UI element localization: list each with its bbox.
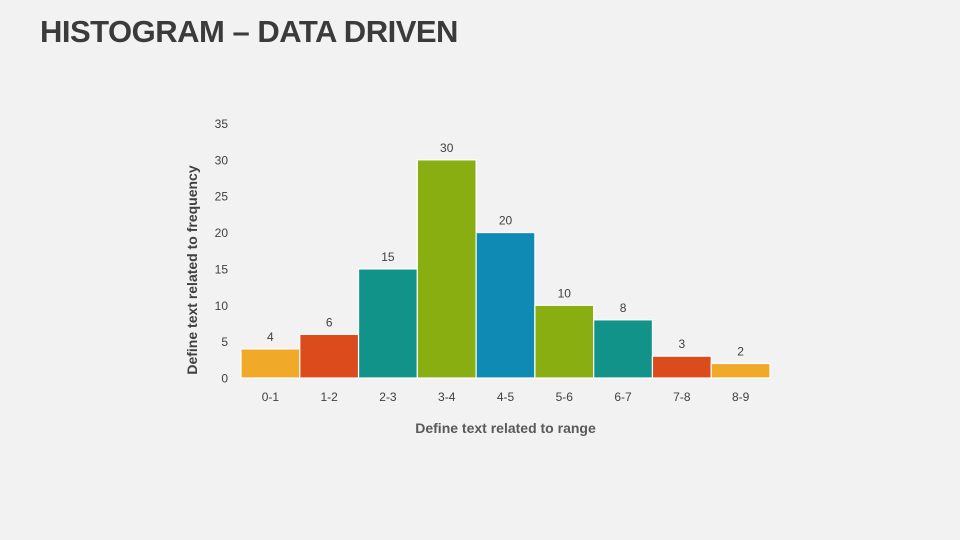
x-tick-label: 3-4 (438, 390, 456, 404)
x-axis-title: Define text related to range (415, 420, 596, 436)
histogram-bar (416, 159, 477, 379)
data-label: 8 (620, 301, 627, 315)
histogram-bar (651, 355, 712, 379)
y-axis-title: Define text related to frequency (184, 165, 200, 374)
data-label: 6 (326, 315, 333, 329)
x-tick-label: 6-7 (614, 390, 632, 404)
data-label: 30 (440, 141, 454, 155)
y-tick-label: 25 (215, 190, 229, 204)
y-tick-label: 30 (215, 153, 229, 167)
y-tick-label: 35 (215, 117, 229, 131)
slide-title: HISTOGRAM – DATA DRIVEN (40, 14, 458, 49)
x-tick-label: 4-5 (497, 390, 515, 404)
x-tick-label: 7-8 (673, 390, 691, 404)
histogram-bar (593, 319, 654, 379)
data-label: 3 (678, 337, 685, 351)
data-label: 10 (558, 286, 572, 300)
y-tick-label: 20 (215, 226, 229, 240)
histogram-bar (710, 362, 771, 379)
histogram-bar (475, 231, 536, 379)
y-tick-label: 15 (215, 262, 229, 276)
x-tick-label: 1-2 (320, 390, 338, 404)
histogram-bar (299, 333, 360, 379)
histogram-bar (357, 268, 418, 379)
x-tick-label: 5-6 (556, 390, 574, 404)
x-tick-label: 8-9 (732, 390, 750, 404)
y-tick-label: 10 (215, 299, 229, 313)
data-label: 4 (267, 330, 274, 344)
data-label: 2 (737, 344, 744, 358)
x-tick-label: 0-1 (262, 390, 280, 404)
data-label: 20 (499, 214, 513, 228)
data-label: 15 (381, 250, 395, 264)
y-tick-label: 0 (221, 372, 228, 386)
histogram-bar (534, 304, 595, 379)
x-tick-label: 2-3 (379, 390, 397, 404)
histogram-bar (240, 348, 301, 379)
y-tick-label: 5 (221, 335, 228, 349)
